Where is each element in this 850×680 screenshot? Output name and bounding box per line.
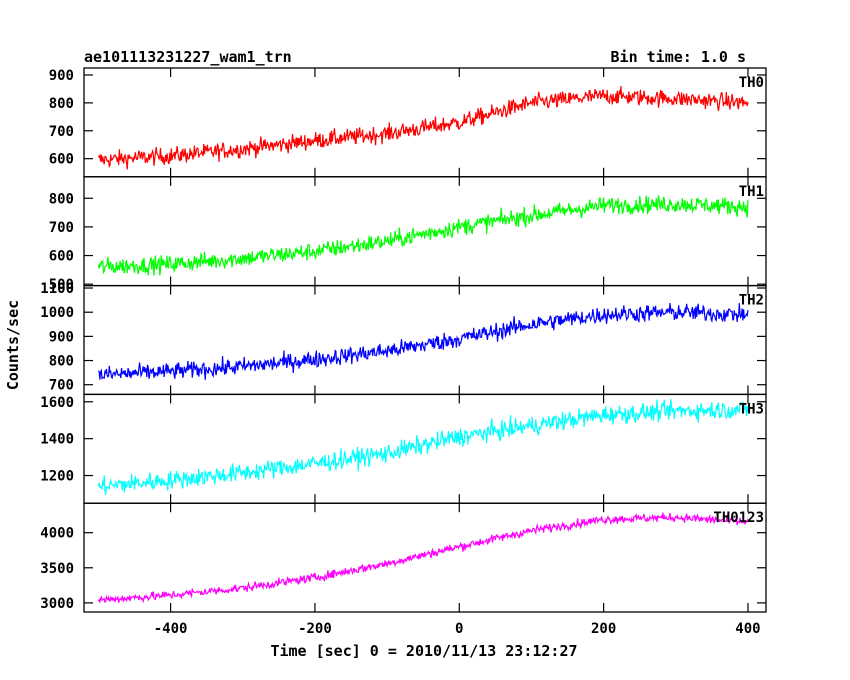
y-tick-label: 800: [49, 96, 74, 112]
y-tick-label: 600: [49, 249, 74, 265]
panel-label: TH1: [739, 184, 764, 200]
x-tick-label: 0: [455, 621, 463, 637]
panel-frame: [83, 284, 767, 396]
x-tick-label: -200: [298, 621, 332, 637]
chart-title: ae101113231227_wam1_trn: [84, 48, 292, 66]
y-tick-label: 500: [49, 277, 74, 293]
x-tick-label: 200: [591, 621, 616, 637]
panel-th0: 600 700 800 900 TH0: [49, 67, 767, 178]
y-tick-label: 900: [49, 329, 74, 345]
y-tick-label: 700: [49, 124, 74, 140]
series-line-th0: [97, 85, 749, 170]
bin-time-label: Bin time: 1.0 s: [611, 48, 746, 66]
panel-label: TH2: [739, 293, 764, 309]
panel-label: TH0123: [713, 510, 764, 526]
y-tick-label: 1100: [40, 281, 74, 297]
y-axis-label: Counts/sec: [4, 300, 22, 390]
y-tick-label: 1000: [40, 305, 74, 321]
x-tick-label: 400: [735, 621, 760, 637]
y-tick-label: 1200: [40, 469, 74, 485]
panel-th1: 500 600 700 800 TH1: [49, 176, 767, 293]
y-tick-label: 1600: [40, 395, 74, 411]
series-line-th2: [97, 303, 749, 380]
panel-th2: 700 800 900 1000 1100 TH2: [40, 281, 767, 396]
y-tick-label: 600: [49, 152, 74, 168]
series-line-th1: [97, 195, 749, 276]
panel-frame: [83, 393, 767, 504]
panel-label: TH0: [739, 75, 764, 91]
y-tick-label: 800: [49, 191, 74, 207]
y-tick-label: 3500: [40, 561, 74, 577]
y-tick-label: 800: [49, 354, 74, 370]
panel-th3: 1200 1400 1600 TH3: [40, 393, 767, 504]
y-tick-label: 700: [49, 220, 74, 236]
panels-group: 600 700 800 900 TH0 500 600 700 800 TH1 700 800 900 1…: [40, 67, 767, 637]
x-axis-label: Time [sec] 0 = 2010/11/13 23:12:27: [270, 642, 577, 660]
series-line-th0123: [97, 512, 749, 604]
panel-frame: [83, 176, 767, 287]
panel-label: TH3: [739, 401, 764, 417]
y-tick-label: 700: [49, 378, 74, 394]
x-tick-label: -400: [154, 621, 188, 637]
series-line-th3: [97, 398, 749, 495]
y-tick-label: 1400: [40, 432, 74, 448]
panel-th0123: 3000 3500 4000 TH0123: [40, 502, 767, 613]
panel-frame: [83, 502, 767, 613]
y-tick-label: 900: [49, 68, 74, 84]
y-tick-label: 3000: [40, 596, 74, 612]
y-tick-label: 4000: [40, 526, 74, 542]
